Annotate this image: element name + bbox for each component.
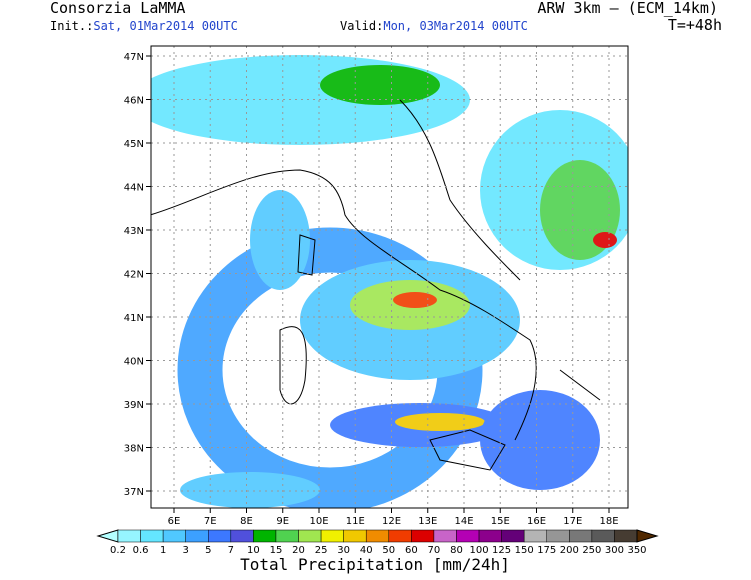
lon-label: 14E	[454, 516, 473, 527]
colorbar-box	[523, 529, 547, 543]
colorbar-box	[591, 529, 615, 543]
lon-label: 12E	[382, 516, 401, 527]
colorbar-box	[162, 529, 186, 543]
colorbar-arrow	[96, 529, 119, 543]
lon-label: 7E	[204, 516, 217, 527]
colorbar-label: 5	[205, 545, 211, 556]
colorbar-box	[117, 529, 141, 543]
lat-label: 40N	[124, 357, 144, 368]
colorbar-label: 250	[582, 545, 601, 556]
colorbar-label: 7	[228, 545, 234, 556]
lon-label: 9E	[276, 516, 289, 527]
precip	[393, 292, 437, 308]
colorbar-arrow	[636, 529, 659, 543]
colorbar-label: 30	[337, 545, 350, 556]
lat-label: 41N	[124, 313, 144, 324]
colorbar-label: 25	[315, 545, 328, 556]
precip	[593, 232, 617, 248]
colorbar-label: 100	[469, 545, 488, 556]
colorbar-box	[298, 529, 322, 543]
colorbar-label: 200	[560, 545, 579, 556]
colorbar-box	[456, 529, 480, 543]
precip	[480, 390, 600, 490]
lon-label: 16E	[527, 516, 546, 527]
colorbar-box	[388, 529, 412, 543]
lat-label: 43N	[124, 226, 144, 237]
colorbar-label: 0.6	[133, 545, 149, 556]
colorbar-label: 10	[247, 545, 260, 556]
colorbar-box	[433, 529, 457, 543]
colorbar-label: 1	[160, 545, 166, 556]
lat-label: 42N	[124, 270, 144, 281]
colorbar-box	[614, 529, 638, 543]
valid-label: Valid:	[340, 19, 383, 33]
colorbar-box	[501, 529, 525, 543]
colorbar-label: 20	[292, 545, 305, 556]
lat-label: 47N	[124, 52, 144, 63]
lon-label: 8E	[240, 516, 253, 527]
init: Init.:Sat, 01Mar2014 00UTC	[50, 19, 238, 33]
colorbar-box	[208, 529, 232, 543]
colorbar-label: 125	[492, 545, 511, 556]
colorbar-box	[546, 529, 570, 543]
colorbar-box	[411, 529, 435, 543]
colorbar-box	[230, 529, 254, 543]
map-frame	[150, 45, 629, 509]
lat-label: 45N	[124, 139, 144, 150]
colorbar-box	[185, 529, 209, 543]
title: Consorzia LaMMA	[50, 0, 185, 17]
colorbar-label: 0.2	[110, 545, 126, 556]
colorbar-label: 175	[537, 545, 556, 556]
precip-field	[151, 55, 628, 508]
precip	[395, 413, 485, 431]
colorbar-label: 15	[270, 545, 283, 556]
colorbar-box	[569, 529, 593, 543]
lon-label: 15E	[491, 516, 510, 527]
precip	[180, 472, 320, 508]
lon-label: 18E	[599, 516, 618, 527]
colorbar-box	[253, 529, 277, 543]
valid: Valid:Mon, 03Mar2014 00UTC	[340, 19, 528, 33]
colorbar-label: 150	[515, 545, 534, 556]
init-time: Sat, 01Mar2014 00UTC	[93, 19, 238, 33]
colorbar-box	[320, 529, 344, 543]
colorbar-label: 80	[450, 545, 463, 556]
colorbar-box	[140, 529, 164, 543]
graticule	[151, 46, 628, 508]
lon-label: 11E	[346, 516, 365, 527]
colorbar-box	[365, 529, 390, 543]
init-label: Init.:	[50, 19, 93, 33]
lon-label: 17E	[563, 516, 582, 527]
model: ARW 3km – (ECM_14km)	[537, 0, 718, 17]
valid-time: Mon, 03Mar2014 00UTC	[383, 19, 528, 33]
lat-label: 39N	[124, 400, 144, 411]
precip	[320, 65, 440, 105]
lat-label: 38N	[124, 444, 144, 455]
lon-label: 13E	[418, 516, 437, 527]
colorbar-box	[275, 529, 299, 543]
lead-time: T=+48h	[668, 16, 722, 34]
colorbar-label: 60	[405, 545, 418, 556]
colorbar-label: 300	[605, 545, 624, 556]
precip	[250, 190, 310, 290]
colorbar-label: 70	[428, 545, 441, 556]
colorbar-box	[478, 529, 502, 543]
colorbar-label: 40	[360, 545, 373, 556]
colorbar-label: 3	[183, 545, 189, 556]
lat-label: 46N	[124, 96, 144, 107]
colorbar-box	[343, 529, 367, 543]
islands	[279, 234, 506, 471]
lat-label: 44N	[124, 183, 144, 194]
lon-label: 6E	[168, 516, 181, 527]
lat-label: 37N	[124, 487, 144, 498]
colorbar-label: 50	[382, 545, 395, 556]
lon-label: 10E	[309, 516, 328, 527]
map-area	[151, 46, 628, 508]
colorbar: 0.2 0.6 1 3 5 7 10 15 20 25 30 40 50 60 70 80 100 125 150 1…	[96, 529, 659, 556]
colorbar-label: 350	[627, 545, 646, 556]
coastline	[151, 99, 601, 441]
colorbar-title: Total Precipitation [mm/24h]	[240, 555, 510, 574]
